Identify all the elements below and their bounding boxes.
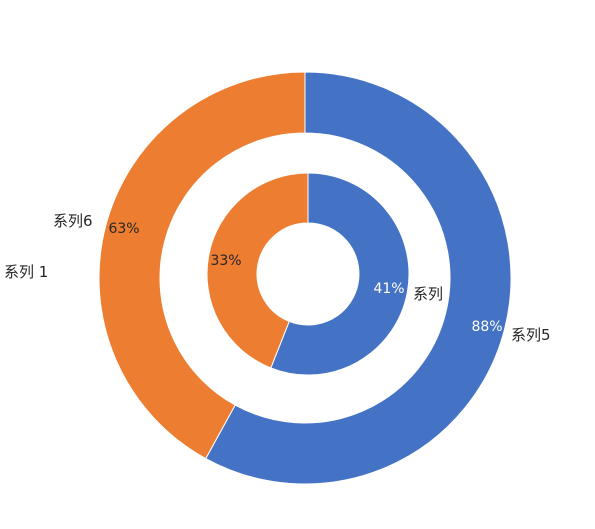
inner-ring-slice-1	[206, 172, 309, 369]
outer-ring-percent-label-0: 88%	[471, 319, 502, 335]
outer-ring-slice-1	[98, 71, 306, 460]
outer-ring-percent-label-1: 63%	[108, 221, 139, 237]
inner-ring-percent-label-1: 33%	[210, 253, 241, 269]
inner-ring-series-label-1: 系列 1	[4, 263, 48, 281]
outer-ring-series-label-0: 系列5	[511, 326, 551, 344]
inner-ring-percent-label-0: 41%	[373, 281, 404, 297]
outer-ring-slice-0	[205, 71, 512, 485]
outer-ring-series-label-1: 系列6	[53, 212, 93, 230]
inner-ring-series-label-0: 系列	[413, 285, 443, 303]
inner-ring-slice-0	[270, 172, 410, 376]
